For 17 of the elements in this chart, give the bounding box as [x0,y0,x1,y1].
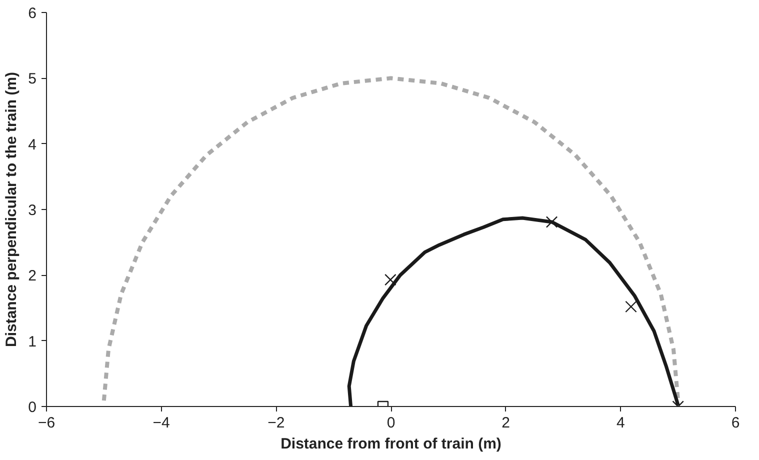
x-tick-label: 2 [502,414,510,432]
y-axis-title: Distance perpendicular to the train (m) [3,72,20,348]
x-tick-label: −6 [38,414,56,432]
y-tick-label: 2 [28,268,36,285]
y-tick-label: 0 [28,399,36,416]
x-tick-label: −2 [268,414,285,432]
y-tick-label: 3 [28,202,36,219]
x-tick-label: 6 [731,414,740,432]
y-tick-label: 5 [28,70,36,88]
line-series [102,76,680,403]
x-tick-label: −4 [152,414,170,432]
y-tick-label: 6 [28,5,36,22]
x-tick-label: 0 [386,414,396,432]
x-axis-title: Distance from front of train (m) [280,436,502,452]
y-tick-label: 1 [28,333,36,350]
x-tick-label: 4 [616,414,625,432]
y-tick-label: 4 [28,136,36,154]
